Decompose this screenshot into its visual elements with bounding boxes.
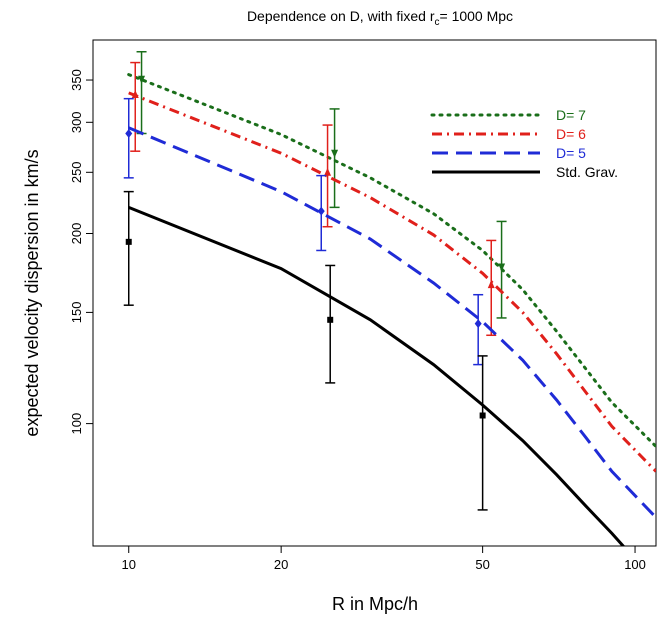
legend: D= 7 D= 6 D= 5 Std. Grav. [430, 107, 618, 180]
legend-label: D= 5 [556, 145, 586, 161]
chart-title-prefix: Dependence on D, with fixed r [247, 8, 435, 24]
data-point [487, 280, 495, 289]
x-tick-label: 100 [624, 557, 646, 572]
data-point [474, 319, 482, 329]
y-axis-label: expected velocity dispersion in km/s [22, 149, 42, 436]
x-tick-label: 50 [475, 557, 489, 572]
data-point [479, 412, 486, 419]
plot-frame [92, 39, 657, 547]
chart-title-suffix: = 1000 Mpc [440, 8, 514, 24]
legend-label: D= 6 [556, 126, 586, 142]
y-tick-label: 350 [69, 69, 84, 91]
x-axis-label: R in Mpc/h [332, 594, 418, 614]
legend-label: D= 7 [556, 107, 586, 123]
data-point [327, 316, 334, 323]
y-tick-label: 200 [69, 223, 84, 245]
data-point [331, 149, 339, 158]
series-3 [123, 190, 626, 546]
data-point [125, 129, 133, 139]
y-tick-label: 150 [69, 302, 84, 324]
y-tick-label: 100 [69, 413, 84, 435]
data-point [317, 206, 325, 216]
series-line [128, 126, 656, 519]
legend-label: Std. Grav. [556, 164, 618, 180]
data-point [138, 75, 146, 84]
data-point [131, 90, 139, 99]
series-1 [128, 61, 656, 473]
series-2 [123, 97, 656, 519]
x-tick-label: 20 [274, 557, 288, 572]
data-point [324, 167, 332, 176]
y-axis: 100 150 200 250 300 350 [69, 69, 93, 434]
y-tick-label: 250 [69, 161, 84, 183]
series-layer [123, 51, 656, 546]
series-line [128, 206, 626, 546]
y-tick-label: 300 [69, 111, 84, 133]
x-axis: 10 20 50 100 [122, 546, 646, 572]
x-tick-label: 10 [122, 557, 136, 572]
data-point [498, 263, 506, 272]
chart-title-sub: c [435, 17, 440, 28]
data-point [125, 238, 132, 245]
series-line [127, 73, 656, 448]
chart-title: Dependence on D, with fixed rc= 1000 Mpc [247, 8, 513, 28]
